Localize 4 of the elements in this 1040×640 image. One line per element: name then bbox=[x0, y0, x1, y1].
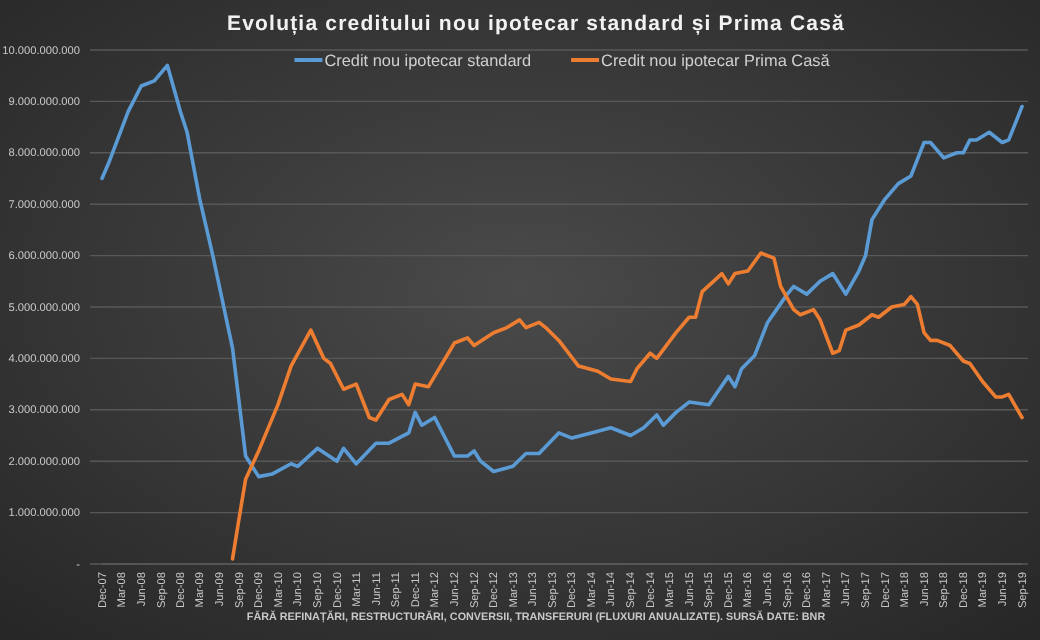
legend-label: Credit nou ipotecar standard bbox=[324, 52, 532, 70]
legend-label: Credit nou ipotecar Prima Casă bbox=[601, 52, 831, 70]
line-series bbox=[230, 251, 1024, 561]
chart-title: Evoluția creditului nou ipotecar standard și Prima Casă bbox=[227, 12, 845, 36]
